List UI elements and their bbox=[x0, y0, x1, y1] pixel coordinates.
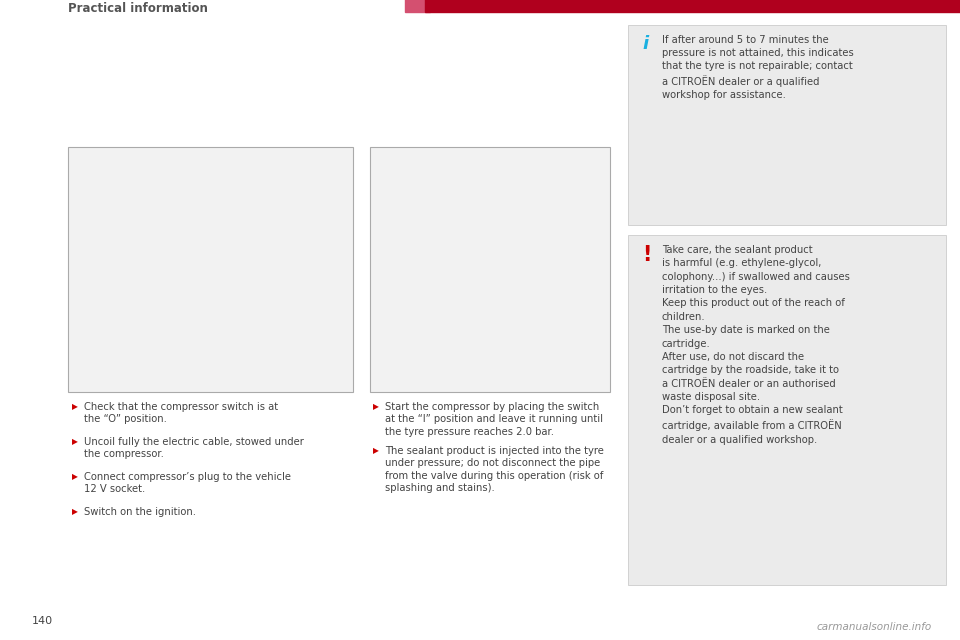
Text: Take care, the sealant product
is harmful (e.g. ethylene-glycol,
colophony...) i: Take care, the sealant product is harmfu… bbox=[662, 245, 850, 445]
Text: carmanualsonline.info: carmanualsonline.info bbox=[817, 622, 932, 632]
Bar bbox=[405, 0, 430, 12]
Bar bbox=[425, 0, 960, 12]
Text: The sealant product is injected into the tyre
under pressure; do not disconnect : The sealant product is injected into the… bbox=[385, 446, 604, 493]
Text: Uncoil fully the electric cable, stowed under
the compressor.: Uncoil fully the electric cable, stowed … bbox=[84, 437, 304, 460]
FancyBboxPatch shape bbox=[68, 147, 353, 392]
Text: !: ! bbox=[642, 245, 652, 265]
Text: Switch on the ignition.: Switch on the ignition. bbox=[84, 507, 196, 517]
Text: 140: 140 bbox=[32, 616, 53, 626]
Text: Check that the compressor switch is at
the “O” position.: Check that the compressor switch is at t… bbox=[84, 402, 278, 424]
Text: i: i bbox=[642, 35, 648, 53]
Text: ▶: ▶ bbox=[373, 446, 379, 455]
Text: ▶: ▶ bbox=[72, 507, 78, 516]
FancyBboxPatch shape bbox=[370, 147, 610, 392]
Text: ▶: ▶ bbox=[72, 402, 78, 411]
Text: ▶: ▶ bbox=[72, 472, 78, 481]
Text: ▶: ▶ bbox=[72, 437, 78, 446]
Text: Start the compressor by placing the switch
at the “I” position and leave it runn: Start the compressor by placing the swit… bbox=[385, 402, 603, 436]
Text: Connect compressor’s plug to the vehicle
12 V socket.: Connect compressor’s plug to the vehicle… bbox=[84, 472, 291, 494]
Text: Practical information: Practical information bbox=[68, 1, 208, 15]
Text: ▶: ▶ bbox=[373, 402, 379, 411]
Text: If after around 5 to 7 minutes the
pressure is not attained, this indicates
that: If after around 5 to 7 minutes the press… bbox=[662, 35, 853, 100]
FancyBboxPatch shape bbox=[628, 25, 946, 225]
FancyBboxPatch shape bbox=[628, 235, 946, 585]
